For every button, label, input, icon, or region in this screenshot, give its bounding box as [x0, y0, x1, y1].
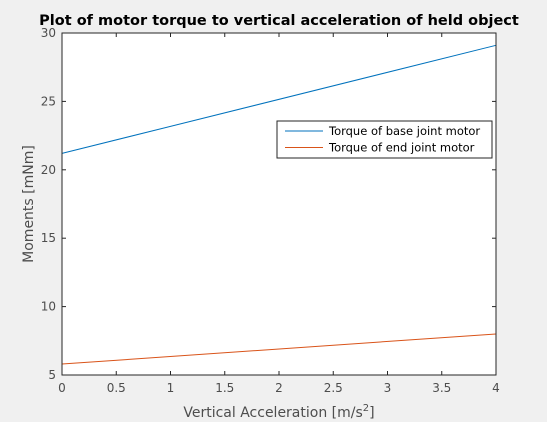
series-line-2	[61, 333, 497, 365]
y-tick-label: 5	[48, 368, 56, 382]
y-tick-label: 20	[41, 163, 56, 177]
x-tick-label: 2	[275, 381, 283, 395]
x-tick-label: 1.5	[215, 381, 234, 395]
x-tick-label: 0	[58, 381, 66, 395]
x-axis-label: Vertical Acceleration [m/s2]	[183, 403, 374, 421]
x-tick-label: 3.5	[432, 381, 451, 395]
x-tick-label: 3	[384, 381, 392, 395]
x-tick-label: 4	[492, 381, 500, 395]
y-tick-label: 15	[41, 231, 56, 245]
y-axis-label: Moments [mNm]	[21, 145, 37, 263]
x-axis-label-main: Vertical Acceleration [m/s	[183, 405, 362, 421]
legend-label-1: Torque of base joint motor	[328, 124, 480, 138]
x-axis-label-superscript: 2	[363, 403, 369, 414]
series-line-1	[61, 44, 497, 154]
x-tick-label: 0.5	[107, 381, 126, 395]
y-tick-label: 25	[41, 94, 56, 108]
legend: Torque of base joint motor Torque of end …	[276, 120, 493, 159]
chart-title: Plot of motor torque to vertical acceler…	[39, 13, 519, 29]
x-axis-label-end: ]	[369, 405, 374, 421]
x-tick-label: 2.5	[324, 381, 343, 395]
y-axis-ticks: 5 10 15 20 25 30	[41, 26, 496, 382]
plot-area	[62, 33, 496, 375]
x-tick-label: 1	[167, 381, 175, 395]
x-axis-ticks: 0 0.5 1 1.5 2 2.5 3 3.5 4	[58, 33, 500, 395]
y-tick-label: 10	[41, 300, 56, 314]
legend-box	[276, 120, 493, 159]
series-layer	[61, 44, 497, 365]
y-tick-label: 30	[41, 26, 56, 40]
legend-label-2: Torque of end joint motor	[328, 141, 475, 155]
